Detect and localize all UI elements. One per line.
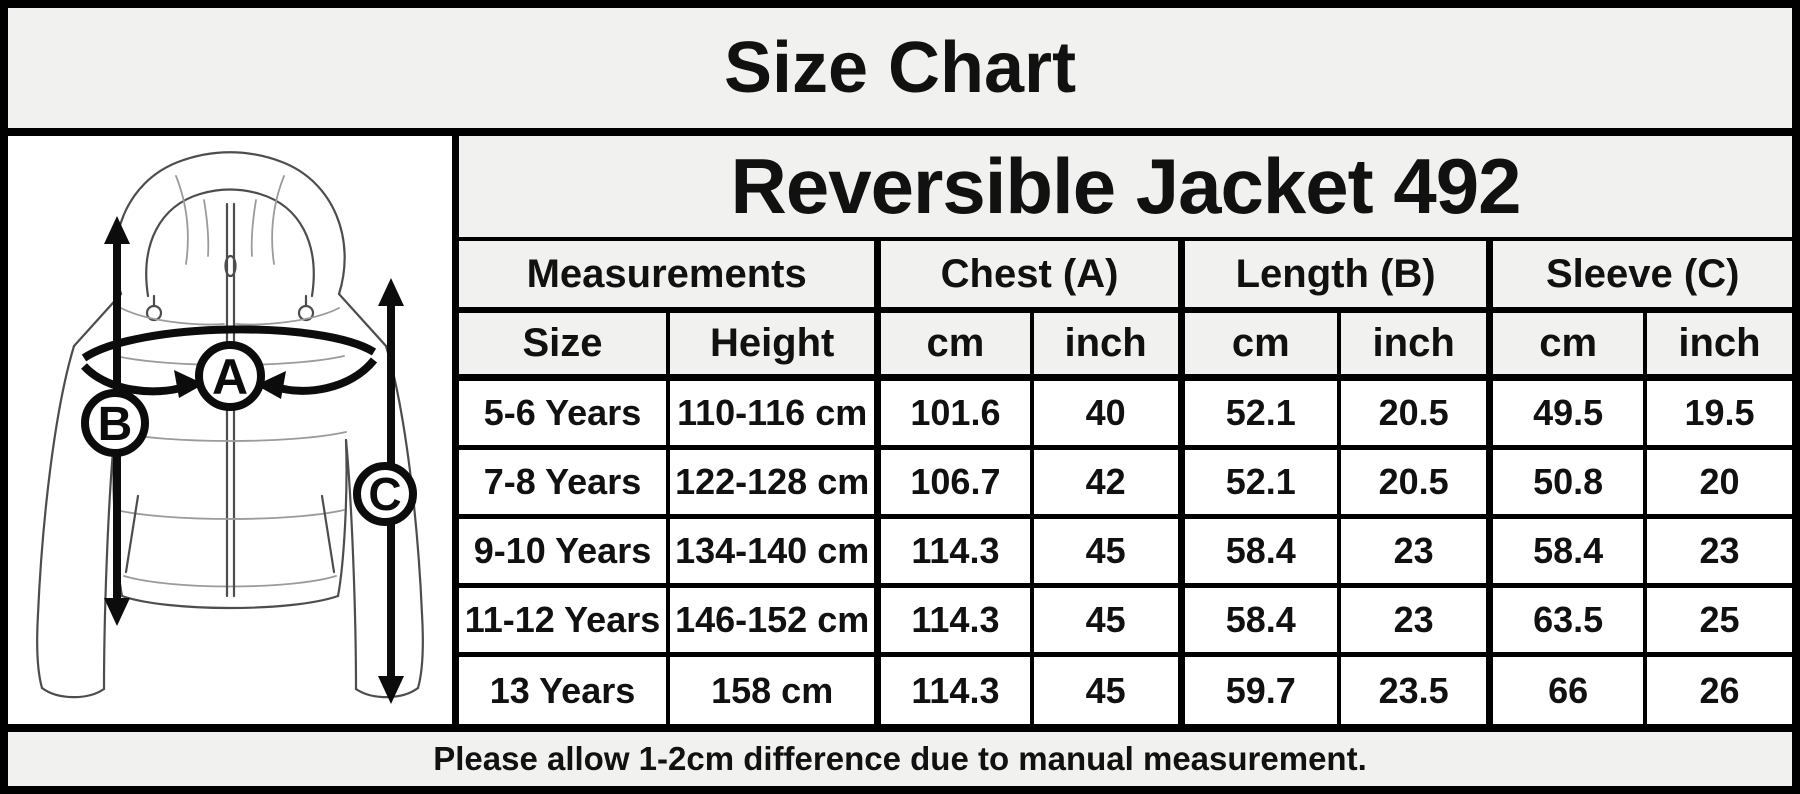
cell-chest-cm: 114.3 (874, 652, 1034, 724)
cell-sleeve-cm: 50.8 (1486, 444, 1647, 519)
cell-height: 122-128 cm (666, 444, 880, 519)
cell-sleeve-inch: 20 (1642, 444, 1792, 519)
label-c: C (368, 468, 401, 520)
subheader-height: Height (666, 307, 880, 382)
cell-chest-inch: 42 (1029, 444, 1184, 519)
subheader-sleeve-cm: cm (1486, 307, 1647, 382)
cell-sleeve-cm: 66 (1486, 652, 1647, 724)
cell-height: 158 cm (666, 652, 880, 724)
cell-size: 5-6 Years (452, 375, 670, 450)
measurement-disclaimer: Please allow 1-2cm difference due to man… (433, 740, 1367, 777)
table-row: 7-8 Years 122-128 cm 106.7 42 52.1 20.5 … (452, 444, 1792, 519)
jacket-drawing (36, 151, 424, 699)
subheader-chest-inch: inch (1029, 307, 1184, 382)
cell-height: 134-140 cm (666, 513, 880, 588)
sleeve-measure-arrow: C (353, 278, 417, 704)
table-row: 13 Years 158 cm 114.3 45 59.7 23.5 66 26 (452, 652, 1792, 724)
page-title: Size Chart (723, 28, 1077, 108)
content-area: B C A (8, 136, 1792, 724)
cell-height: 110-116 cm (666, 375, 880, 450)
cell-size: 11-12 Years (452, 582, 670, 657)
cell-chest-inch: 45 (1029, 652, 1184, 724)
cell-sleeve-inch: 25 (1642, 582, 1792, 657)
group-header-chest: Chest (A) (874, 237, 1184, 313)
subheader-size: Size (452, 307, 670, 382)
cell-length-inch: 23 (1336, 582, 1492, 657)
length-measure-arrow: B (81, 216, 149, 626)
cell-sleeve-inch: 26 (1642, 652, 1792, 724)
product-title: Reversible Jacket 492 (452, 136, 1792, 242)
cell-sleeve-cm: 63.5 (1486, 582, 1647, 657)
cell-sleeve-inch: 23 (1642, 513, 1792, 588)
footer-band: Please allow 1-2cm difference due to man… (8, 724, 1792, 786)
cell-size: 7-8 Years (452, 444, 670, 519)
table-row: 5-6 Years 110-116 cm 101.6 40 52.1 20.5 … (452, 375, 1792, 450)
illustration-panel: B C A (8, 136, 452, 724)
cell-size: 9-10 Years (452, 513, 670, 588)
label-b-circle (81, 389, 149, 457)
cell-chest-cm: 106.7 (874, 444, 1034, 519)
cell-chest-cm: 114.3 (874, 513, 1034, 588)
title-band: Size Chart (8, 8, 1792, 136)
subheader-length-cm: cm (1177, 307, 1341, 382)
label-a: A (212, 349, 248, 405)
subheader-sleeve-inch: inch (1642, 307, 1792, 382)
cell-sleeve-cm: 58.4 (1486, 513, 1647, 588)
group-header-length: Length (B) (1177, 237, 1492, 313)
size-table: Reversible Jacket 492 Measurements Chest… (451, 136, 1792, 724)
jacket-size-diagram: B C A (36, 151, 424, 704)
cell-chest-cm: 114.3 (874, 582, 1034, 657)
table-panel: Reversible Jacket 492 Measurements Chest… (451, 136, 1792, 724)
cell-length-cm: 59.7 (1177, 652, 1341, 724)
cell-sleeve-cm: 49.5 (1486, 375, 1647, 450)
label-a-circle (195, 341, 265, 411)
cell-chest-inch: 45 (1029, 513, 1184, 588)
cell-length-inch: 20.5 (1336, 444, 1492, 519)
cell-length-cm: 58.4 (1177, 582, 1341, 657)
cell-length-inch: 23.5 (1336, 652, 1492, 724)
sub-header-row: Size Height cm inch cm inch cm inch (452, 307, 1792, 382)
cell-length-cm: 52.1 (1177, 375, 1341, 450)
cell-length-cm: 58.4 (1177, 513, 1341, 588)
group-header-row: Measurements Chest (A) Length (B) Sleeve… (451, 237, 1792, 313)
label-c-circle (353, 462, 417, 526)
cell-chest-inch: 45 (1029, 582, 1184, 657)
product-title-row: Reversible Jacket 492 (452, 136, 1792, 242)
cell-chest-cm: 101.6 (874, 375, 1034, 450)
cell-height: 146-152 cm (666, 582, 880, 657)
cell-length-inch: 20.5 (1336, 375, 1492, 450)
table-row: 11-12 Years 146-152 cm 114.3 45 58.4 23 … (452, 582, 1792, 657)
cell-length-inch: 23 (1336, 513, 1492, 588)
cell-size: 13 Years (452, 652, 670, 724)
chest-measure-arrow: A (81, 325, 378, 411)
group-header-sleeve: Sleeve (C) (1486, 237, 1792, 313)
cell-chest-inch: 40 (1029, 375, 1184, 450)
table-row: 9-10 Years 134-140 cm 114.3 45 58.4 23 5… (452, 513, 1792, 588)
label-b: B (98, 398, 133, 451)
cell-sleeve-inch: 19.5 (1642, 375, 1792, 450)
group-header-measurements: Measurements (451, 237, 880, 313)
subheader-chest-cm: cm (874, 307, 1034, 382)
cell-length-cm: 52.1 (1177, 444, 1341, 519)
subheader-length-inch: inch (1336, 307, 1492, 382)
